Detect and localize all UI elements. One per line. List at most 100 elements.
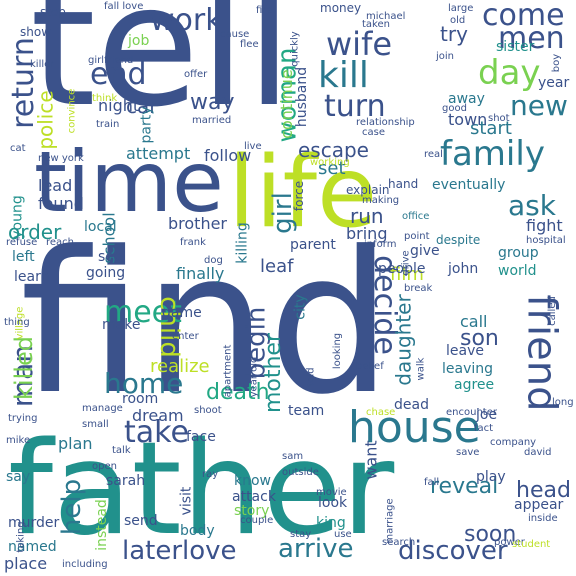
cloud-word: attack	[232, 489, 276, 505]
cloud-word: point	[404, 231, 430, 242]
cloud-word: work	[150, 3, 223, 38]
cloud-word: play	[476, 469, 506, 485]
cloud-word: cat	[10, 143, 26, 154]
cloud-word: reveal	[430, 474, 499, 499]
cloud-word: encounter	[446, 407, 497, 418]
cloud-word: set	[318, 158, 346, 179]
cloud-word: use	[334, 529, 352, 540]
cloud-word: left	[12, 249, 35, 265]
cloud-word: quickly	[289, 31, 301, 67]
cloud-word: run	[350, 204, 384, 228]
cloud-word: chase	[366, 407, 396, 418]
cloud-word: force	[292, 180, 307, 212]
cloud-word: company	[490, 437, 537, 448]
cloud-word: film	[390, 264, 424, 285]
cloud-word: outside	[282, 467, 319, 478]
cloud-word: realize	[150, 356, 210, 377]
cloud-word: marriage	[384, 498, 396, 544]
cloud-word: town	[448, 110, 488, 129]
cloud-word: talk	[112, 445, 131, 456]
cloud-word: plan	[58, 434, 93, 453]
cloud-word: killed	[9, 336, 38, 400]
cloud-word: going	[86, 265, 126, 281]
cloud-word: movie	[316, 487, 347, 498]
cloud-word: house	[348, 402, 481, 453]
cloud-word: frank	[180, 237, 206, 248]
cloud-word: give	[410, 243, 440, 259]
cloud-word: help	[57, 478, 88, 536]
cloud-word: daughter	[391, 294, 416, 386]
cloud-word: brother	[168, 214, 228, 233]
cloud-word: say	[6, 469, 31, 485]
cloud-word: trying	[8, 413, 38, 424]
cloud-word: explain	[346, 183, 390, 197]
cloud-word: stop	[40, 5, 66, 19]
cloud-word: leaf	[260, 256, 294, 277]
cloud-word: despite	[436, 233, 481, 247]
cloud-word: break	[404, 283, 433, 294]
cloud-word: drive	[400, 250, 412, 276]
cloud-word: real	[424, 149, 443, 160]
cloud-word: married	[192, 115, 232, 126]
cloud-word: relationship	[356, 117, 415, 128]
cloud-word: call	[460, 312, 488, 331]
cloud-word: office	[402, 211, 430, 222]
cloud-word: send	[124, 513, 158, 529]
cloud-word: student	[512, 539, 551, 550]
cloud-word: dog	[204, 255, 223, 266]
cloud-word: dream	[132, 406, 184, 425]
cloud-word: tell	[30, 0, 293, 144]
cloud-word: new york	[38, 153, 84, 164]
cloud-word: turn	[324, 89, 386, 124]
cloud-word: kill	[318, 55, 369, 96]
cloud-word: try	[440, 22, 468, 46]
cloud-word: story	[234, 503, 270, 519]
cloud-word: parent	[290, 237, 336, 253]
cloud-word: working	[310, 157, 350, 168]
cloud-word: lead	[38, 176, 73, 195]
cloud-word: shot	[488, 113, 510, 124]
cloud-word: job	[128, 33, 150, 49]
cloud-word: group	[498, 245, 539, 261]
cloud-word: meet	[104, 295, 182, 330]
cloud-word: away	[448, 91, 485, 107]
cloud-word: agree	[454, 377, 495, 393]
cloud-word: look	[318, 495, 348, 511]
cloud-word: world	[498, 263, 537, 279]
cloud-word: refuse	[6, 237, 38, 248]
cloud-word: shoot	[194, 405, 222, 416]
cloud-word: head	[516, 478, 571, 503]
cloud-word: learn	[14, 269, 50, 285]
cloud-word: face	[186, 429, 216, 445]
cloud-word: couple	[240, 515, 274, 526]
cloud-word: bring	[346, 224, 388, 243]
cloud-word: father	[8, 415, 395, 564]
cloud-word: eventually	[432, 177, 506, 193]
cloud-word: know	[234, 473, 271, 489]
cloud-word: ask	[508, 189, 556, 222]
cloud-word: think	[92, 93, 118, 104]
cloud-word: sarah	[106, 473, 146, 489]
cloud-word: body	[180, 523, 215, 539]
cloud-word: named	[8, 539, 57, 555]
cloud-word: ray	[202, 469, 219, 480]
cloud-word: make	[102, 317, 141, 333]
cloud-word: life	[228, 136, 378, 250]
cloud-word: attempt	[126, 144, 191, 163]
cloud-word: michael	[366, 11, 406, 22]
cloud-word: inform	[364, 239, 397, 250]
cloud-word: mike	[6, 435, 31, 446]
cloud-word: family	[440, 134, 545, 174]
cloud-word: day	[478, 53, 541, 93]
cloud-word: continue	[276, 69, 296, 139]
cloud-word: apartment	[222, 344, 234, 398]
cloud-word: old	[450, 15, 466, 26]
cloud-word: walk	[415, 357, 427, 381]
cloud-word: search	[382, 537, 416, 548]
cloud-word: follow	[204, 146, 252, 165]
cloud-word: time	[34, 133, 224, 231]
cloud-word: long	[552, 397, 574, 408]
cloud-word: want	[361, 440, 381, 480]
cloud-word: discover	[398, 536, 508, 566]
cloud-word: dead	[394, 397, 429, 413]
